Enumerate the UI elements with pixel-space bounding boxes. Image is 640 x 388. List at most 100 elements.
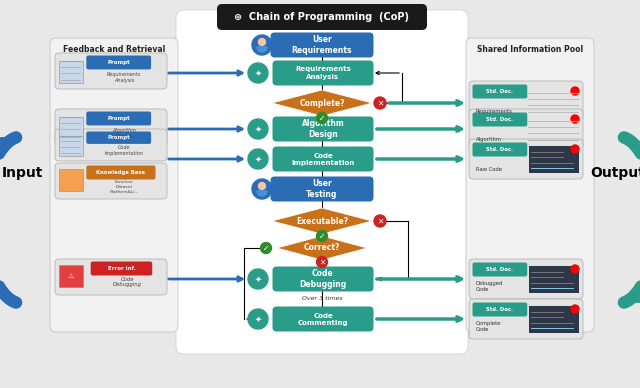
Text: ✦: ✦ bbox=[255, 274, 262, 284]
FancyBboxPatch shape bbox=[59, 169, 83, 191]
Text: Shared Information Pool: Shared Information Pool bbox=[477, 45, 583, 54]
Text: Std. Doc.: Std. Doc. bbox=[486, 307, 513, 312]
Wedge shape bbox=[257, 47, 267, 52]
Circle shape bbox=[252, 179, 272, 199]
Text: Input: Input bbox=[1, 166, 43, 180]
FancyBboxPatch shape bbox=[529, 306, 579, 333]
Text: ✕: ✕ bbox=[319, 258, 325, 267]
FancyBboxPatch shape bbox=[273, 116, 374, 142]
FancyBboxPatch shape bbox=[472, 303, 527, 317]
Text: Error inf.: Error inf. bbox=[108, 266, 136, 271]
FancyBboxPatch shape bbox=[529, 146, 579, 173]
Text: ✓: ✓ bbox=[263, 244, 269, 253]
Circle shape bbox=[248, 149, 268, 169]
FancyBboxPatch shape bbox=[469, 299, 583, 339]
Text: User
Testing: User Testing bbox=[307, 179, 338, 199]
Circle shape bbox=[317, 113, 328, 123]
Text: Code
Debugging: Code Debugging bbox=[300, 269, 347, 289]
Text: Requirements
Analysis: Requirements Analysis bbox=[295, 66, 351, 80]
Circle shape bbox=[571, 145, 579, 153]
FancyBboxPatch shape bbox=[55, 129, 167, 161]
FancyBboxPatch shape bbox=[55, 259, 167, 295]
FancyBboxPatch shape bbox=[91, 262, 152, 275]
Text: Std. Doc.: Std. Doc. bbox=[486, 117, 513, 122]
FancyBboxPatch shape bbox=[176, 10, 468, 354]
Polygon shape bbox=[277, 236, 367, 260]
FancyBboxPatch shape bbox=[472, 85, 527, 99]
Text: ⚠: ⚠ bbox=[68, 273, 74, 279]
FancyBboxPatch shape bbox=[55, 109, 167, 145]
Circle shape bbox=[374, 97, 386, 109]
FancyBboxPatch shape bbox=[50, 38, 178, 332]
FancyBboxPatch shape bbox=[55, 53, 167, 89]
Text: Requirements
Analysis: Requirements Analysis bbox=[107, 72, 141, 83]
FancyBboxPatch shape bbox=[273, 61, 374, 85]
Text: Std. Doc.: Std. Doc. bbox=[486, 89, 513, 94]
FancyBboxPatch shape bbox=[469, 81, 583, 121]
Text: Code
Implementation: Code Implementation bbox=[291, 152, 355, 166]
Text: Std. Doc.: Std. Doc. bbox=[486, 267, 513, 272]
Circle shape bbox=[260, 242, 271, 253]
Circle shape bbox=[248, 119, 268, 139]
FancyBboxPatch shape bbox=[55, 163, 167, 199]
Circle shape bbox=[248, 269, 268, 289]
Text: ✕: ✕ bbox=[377, 99, 383, 107]
Text: Function
Dataset
Platform&Li...: Function Dataset Platform&Li... bbox=[109, 180, 139, 194]
Text: Executable?: Executable? bbox=[296, 217, 348, 225]
Text: Code
Implementation: Code Implementation bbox=[105, 145, 143, 156]
Wedge shape bbox=[257, 191, 267, 196]
Text: Debugged
Code: Debugged Code bbox=[476, 281, 504, 292]
Text: ✦: ✦ bbox=[255, 315, 262, 324]
Circle shape bbox=[571, 87, 579, 95]
FancyBboxPatch shape bbox=[469, 139, 583, 179]
Text: ✦: ✦ bbox=[255, 69, 262, 78]
Circle shape bbox=[317, 230, 328, 241]
Text: ⊛  Chain of Programming  (CoP): ⊛ Chain of Programming (CoP) bbox=[234, 12, 410, 22]
FancyBboxPatch shape bbox=[469, 109, 583, 149]
Text: Raw Code: Raw Code bbox=[476, 167, 502, 172]
Polygon shape bbox=[272, 90, 372, 116]
FancyBboxPatch shape bbox=[472, 142, 527, 156]
Text: User
Requirements: User Requirements bbox=[292, 35, 352, 55]
Circle shape bbox=[252, 35, 272, 55]
FancyBboxPatch shape bbox=[59, 136, 83, 156]
FancyBboxPatch shape bbox=[469, 259, 583, 299]
Text: Code
Commenting: Code Commenting bbox=[298, 312, 348, 326]
Text: Output: Output bbox=[591, 166, 640, 180]
FancyBboxPatch shape bbox=[529, 266, 579, 293]
FancyBboxPatch shape bbox=[217, 4, 427, 30]
FancyBboxPatch shape bbox=[472, 113, 527, 126]
Text: Feedback and Retrieval: Feedback and Retrieval bbox=[63, 45, 165, 54]
Circle shape bbox=[259, 38, 266, 45]
Text: Algorithm
Design: Algorithm Design bbox=[301, 119, 344, 139]
Text: Prompt: Prompt bbox=[108, 135, 130, 140]
Circle shape bbox=[571, 265, 579, 273]
FancyBboxPatch shape bbox=[273, 307, 374, 331]
Text: Correct?: Correct? bbox=[304, 244, 340, 253]
FancyBboxPatch shape bbox=[59, 265, 83, 287]
Text: ✓: ✓ bbox=[319, 232, 325, 241]
Circle shape bbox=[248, 63, 268, 83]
FancyBboxPatch shape bbox=[86, 111, 151, 125]
Text: ✦: ✦ bbox=[255, 125, 262, 133]
Text: ✦: ✦ bbox=[255, 154, 262, 163]
Text: Prompt: Prompt bbox=[108, 60, 130, 65]
Text: Std. Doc.: Std. Doc. bbox=[486, 147, 513, 152]
FancyBboxPatch shape bbox=[59, 61, 83, 83]
FancyBboxPatch shape bbox=[472, 263, 527, 277]
Text: Over 3 times: Over 3 times bbox=[301, 296, 342, 300]
FancyBboxPatch shape bbox=[86, 166, 156, 180]
FancyBboxPatch shape bbox=[271, 33, 374, 57]
Text: Prompt: Prompt bbox=[108, 116, 130, 121]
FancyBboxPatch shape bbox=[273, 147, 374, 171]
Circle shape bbox=[248, 309, 268, 329]
Polygon shape bbox=[272, 208, 372, 234]
Text: Requirements: Requirements bbox=[476, 109, 513, 114]
FancyBboxPatch shape bbox=[271, 177, 374, 201]
FancyBboxPatch shape bbox=[59, 117, 83, 139]
Circle shape bbox=[317, 256, 328, 267]
Circle shape bbox=[374, 215, 386, 227]
Circle shape bbox=[571, 305, 579, 313]
Text: Code
Debugging: Code Debugging bbox=[113, 277, 142, 288]
FancyBboxPatch shape bbox=[86, 55, 151, 69]
